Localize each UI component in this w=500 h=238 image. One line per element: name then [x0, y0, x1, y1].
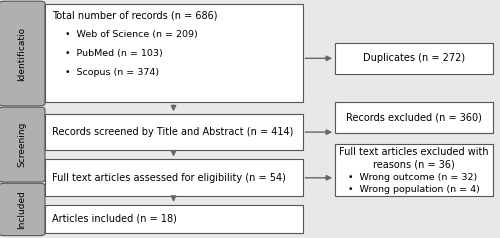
Text: Identificatio: Identificatio	[18, 26, 26, 81]
Text: •  Wrong population (n = 4): • Wrong population (n = 4)	[348, 185, 480, 194]
FancyBboxPatch shape	[45, 205, 302, 233]
FancyBboxPatch shape	[0, 1, 45, 106]
Text: Records screened by Title and Abstract (n = 414): Records screened by Title and Abstract (…	[52, 127, 294, 137]
Text: Included: Included	[18, 190, 26, 229]
FancyBboxPatch shape	[0, 183, 45, 236]
Text: •  PubMed (n = 103): • PubMed (n = 103)	[65, 49, 163, 58]
FancyBboxPatch shape	[335, 43, 492, 74]
FancyBboxPatch shape	[335, 144, 492, 196]
Text: Full text articles assessed for eligibility (n = 54): Full text articles assessed for eligibil…	[52, 173, 286, 183]
Text: reasons (n = 36): reasons (n = 36)	[373, 160, 455, 170]
FancyBboxPatch shape	[45, 159, 302, 196]
FancyBboxPatch shape	[335, 102, 492, 133]
Text: Total number of records (n = 686): Total number of records (n = 686)	[52, 10, 218, 20]
Text: •  Scopus (n = 374): • Scopus (n = 374)	[65, 68, 159, 77]
Text: Duplicates (n = 272): Duplicates (n = 272)	[363, 53, 465, 63]
Text: •  Wrong outcome (n = 32): • Wrong outcome (n = 32)	[348, 173, 477, 182]
Text: •  Web of Science (n = 209): • Web of Science (n = 209)	[65, 30, 198, 39]
Text: Screening: Screening	[18, 122, 26, 167]
FancyBboxPatch shape	[45, 4, 302, 102]
FancyBboxPatch shape	[0, 107, 45, 182]
Text: Articles included (n = 18): Articles included (n = 18)	[52, 214, 178, 224]
FancyBboxPatch shape	[45, 114, 302, 150]
Text: Records excluded (n = 360): Records excluded (n = 360)	[346, 113, 482, 123]
Text: Full text articles excluded with: Full text articles excluded with	[339, 147, 489, 157]
